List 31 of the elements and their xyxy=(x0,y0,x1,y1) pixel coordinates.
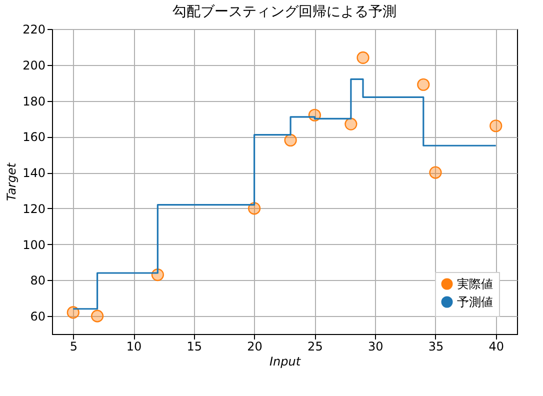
point xyxy=(356,51,370,64)
x-tick-label: 25 xyxy=(308,340,323,354)
x-tick-label: 35 xyxy=(428,340,444,354)
y-tick-label: 220 xyxy=(22,22,46,36)
x-tick-label: 20 xyxy=(247,340,262,354)
legend-label: 実際値 xyxy=(457,277,493,291)
x-tick-label: 30 xyxy=(368,340,384,354)
point xyxy=(66,306,80,319)
point xyxy=(429,166,442,179)
point xyxy=(490,120,502,132)
point xyxy=(284,134,297,147)
y-tick-label: 100 xyxy=(22,238,46,252)
x-tick-label: 10 xyxy=(126,340,142,354)
y-tick-label: 80 xyxy=(30,274,46,288)
chart-title: 勾配ブースティング回帰による予測 xyxy=(172,4,396,20)
point xyxy=(417,78,430,91)
point xyxy=(90,310,104,322)
x-tick-label: 15 xyxy=(186,340,202,354)
x-tick-label: 40 xyxy=(488,340,504,354)
y-tick-label: 120 xyxy=(22,202,46,216)
x-tick-label: 5 xyxy=(70,340,78,354)
point xyxy=(344,118,358,130)
y-tick-label: 140 xyxy=(22,166,46,180)
y-tick-label: 180 xyxy=(22,94,46,108)
x-axis-title: Input xyxy=(269,354,302,368)
y-tick-label: 200 xyxy=(22,58,46,72)
y-tick-label: 160 xyxy=(22,130,46,144)
y-tick-label: 60 xyxy=(30,310,46,324)
point xyxy=(248,202,261,215)
y-axis-title: Target xyxy=(4,162,19,202)
legend-label: 予測値 xyxy=(457,295,493,309)
